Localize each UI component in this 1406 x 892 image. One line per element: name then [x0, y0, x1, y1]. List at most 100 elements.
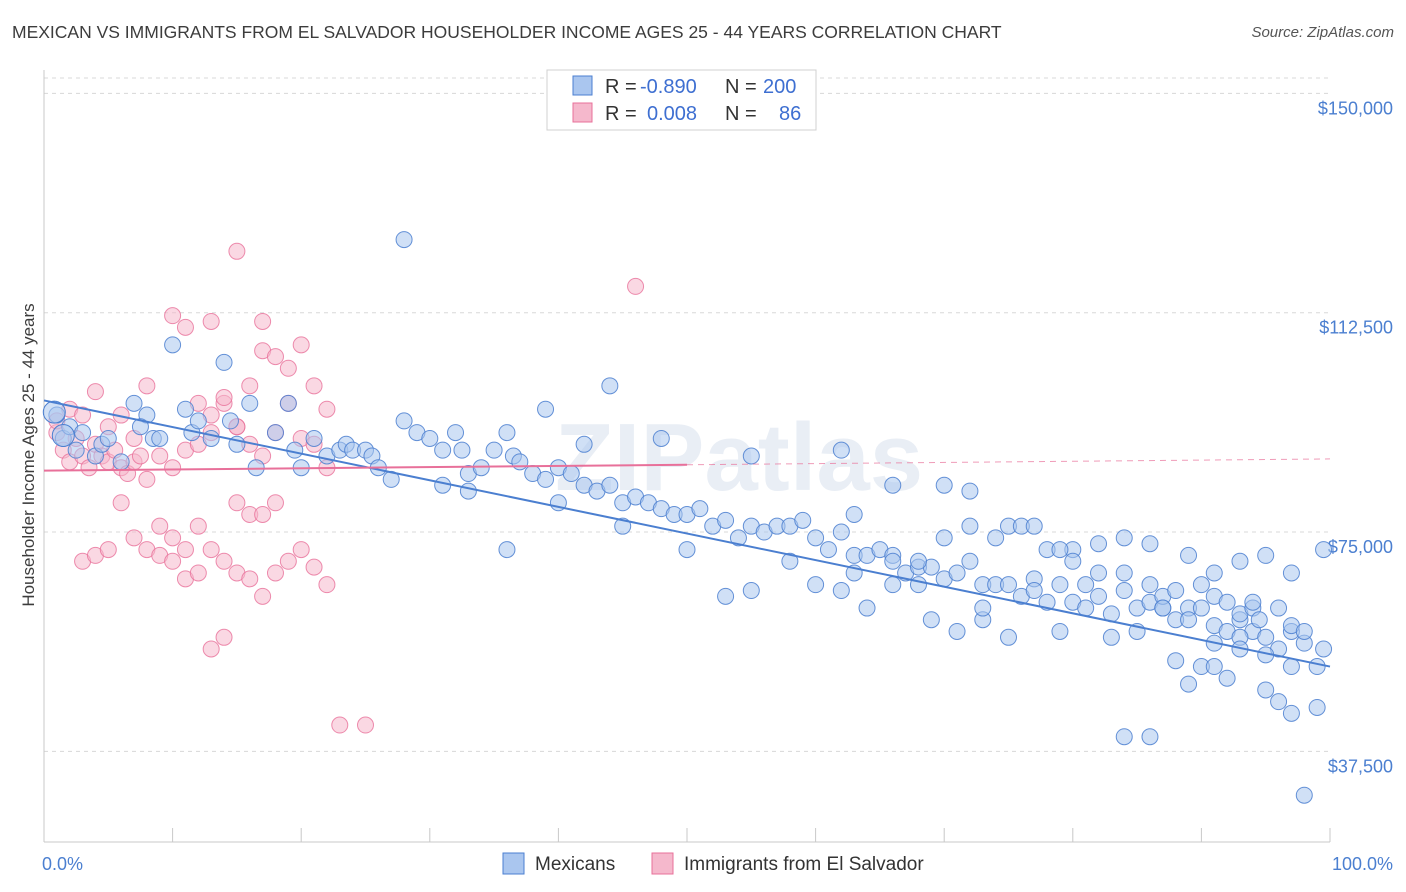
point-mexicans — [794, 511, 812, 529]
correlation-legend: R = -0.890 N = 200 R = 0.008 N = 86 — [546, 69, 817, 131]
point-el-salvador — [164, 307, 182, 325]
legend-swatch-el-salvador — [572, 102, 593, 123]
point-mexicans — [1090, 587, 1108, 605]
point-mexicans — [1257, 681, 1275, 699]
bottom-legend-swatch-mexicans — [502, 852, 525, 875]
point-el-salvador — [189, 517, 207, 535]
bottom-legend-swatch-el-salvador — [651, 852, 674, 875]
point-mexicans — [948, 622, 966, 640]
point-mexicans — [1282, 658, 1300, 676]
point-mexicans — [498, 541, 516, 559]
point-mexicans — [832, 441, 850, 459]
point-el-salvador — [202, 541, 220, 559]
point-el-salvador — [305, 377, 323, 395]
point-el-salvador — [254, 505, 272, 523]
point-el-salvador — [241, 570, 259, 588]
point-mexicans — [459, 482, 477, 500]
point-mexicans — [74, 424, 92, 442]
point-mexicans — [922, 611, 940, 629]
legend-n-value-2: 86 — [779, 103, 801, 125]
series-mexicans — [42, 231, 1333, 804]
point-mexicans — [1295, 622, 1313, 640]
point-mexicans — [1102, 628, 1120, 646]
point-el-salvador — [164, 529, 182, 547]
bottom-legend-mexicans: Mexicans — [535, 854, 615, 875]
point-mexicans — [909, 576, 927, 594]
point-el-salvador — [86, 383, 104, 401]
point-el-salvador — [627, 277, 645, 295]
point-el-salvador — [279, 552, 297, 570]
point-mexicans — [1218, 669, 1236, 687]
point-mexicans — [652, 429, 670, 447]
point-mexicans — [717, 587, 735, 605]
point-mexicans — [395, 412, 413, 430]
point-mexicans — [1051, 541, 1069, 559]
point-mexicans — [51, 424, 75, 448]
point-mexicans — [125, 394, 143, 412]
point-el-salvador — [215, 628, 233, 646]
point-mexicans — [948, 564, 966, 582]
legend-r-value-1: -0.890 — [640, 76, 697, 98]
tick-labels: $37,500 $75,000 $112,500 $150,000 0.0% 100.0% — [42, 98, 1393, 874]
trend-lines — [43, 399, 1331, 668]
point-el-salvador — [138, 377, 156, 395]
point-el-salvador — [202, 640, 220, 658]
legend-r-label-2: R = — [605, 103, 637, 125]
watermark: ZIPatlas — [555, 404, 923, 511]
point-mexicans — [1115, 582, 1133, 600]
y-axis-label: Householder Income Ages 25 - 44 years — [19, 303, 38, 606]
point-mexicans — [1205, 564, 1223, 582]
point-mexicans — [832, 582, 850, 600]
point-mexicans — [472, 459, 490, 477]
point-mexicans — [1270, 693, 1288, 711]
point-mexicans — [99, 429, 117, 447]
point-mexicans — [884, 476, 902, 494]
point-mexicans — [884, 552, 902, 570]
point-mexicans — [537, 470, 555, 488]
point-mexicans — [1180, 546, 1198, 564]
point-mexicans — [1192, 576, 1210, 594]
point-el-salvador — [331, 716, 349, 734]
point-el-salvador — [241, 377, 259, 395]
trend-line-el-salvador-extrapolated — [686, 458, 1331, 466]
point-mexicans — [67, 441, 85, 459]
point-el-salvador — [254, 587, 272, 605]
point-mexicans — [164, 336, 182, 354]
point-el-salvador — [228, 242, 246, 260]
y-tick-label: $37,500 — [1328, 756, 1393, 776]
point-el-salvador — [125, 529, 143, 547]
series-legend: Mexicans Immigrants from El Salvador — [502, 852, 924, 875]
point-el-salvador — [254, 312, 272, 330]
point-mexicans — [742, 447, 760, 465]
point-mexicans — [1167, 652, 1185, 670]
point-mexicans — [961, 482, 979, 500]
point-mexicans — [221, 412, 239, 430]
point-mexicans — [845, 505, 863, 523]
point-mexicans — [1180, 611, 1198, 629]
legend-n-label-1: N = — [725, 76, 757, 98]
point-mexicans — [742, 582, 760, 600]
legend-r-label-1: R = — [605, 76, 637, 98]
point-el-salvador — [189, 564, 207, 582]
point-el-salvador — [131, 447, 149, 465]
point-mexicans — [1218, 593, 1236, 611]
point-mexicans — [485, 441, 503, 459]
x-tick-label-max: 100.0% — [1332, 854, 1393, 874]
point-mexicans — [1315, 541, 1333, 559]
point-mexicans — [1090, 564, 1108, 582]
legend-swatch-mexicans — [572, 75, 593, 96]
point-el-salvador — [151, 447, 169, 465]
point-mexicans — [537, 400, 555, 418]
point-mexicans — [1154, 599, 1172, 617]
point-mexicans — [189, 412, 207, 430]
point-mexicans — [421, 429, 439, 447]
point-el-salvador — [202, 312, 220, 330]
point-mexicans — [691, 500, 709, 518]
point-mexicans — [453, 441, 471, 459]
point-el-salvador — [138, 470, 156, 488]
axes — [43, 70, 1331, 843]
point-el-salvador — [74, 406, 92, 424]
legend-r-value-2: 0.008 — [647, 103, 697, 125]
point-el-salvador — [228, 494, 246, 512]
point-mexicans — [961, 552, 979, 570]
